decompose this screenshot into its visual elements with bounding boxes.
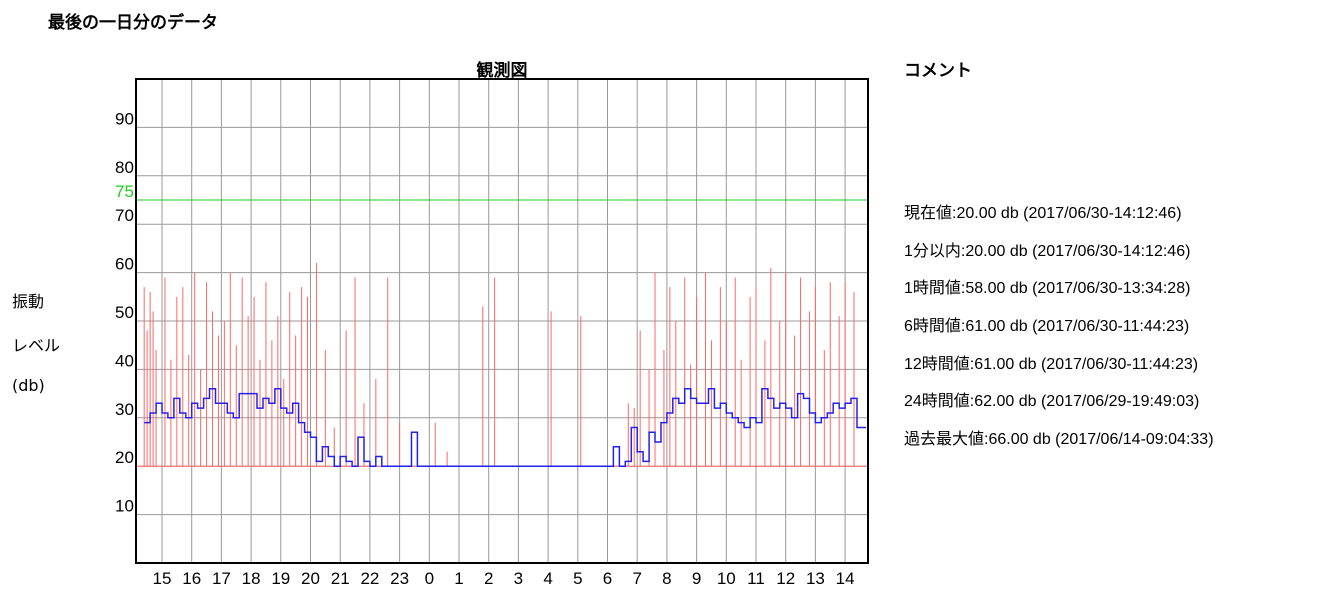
x-tick-label: 4 [543, 569, 552, 588]
twenty-four-hour-value: 24時間値:62.00 db (2017/06/29-19:49:03) [904, 393, 1200, 411]
x-tick-label: 19 [271, 569, 290, 588]
x-tick-label: 14 [836, 569, 855, 588]
x-tick-label: 22 [360, 569, 379, 588]
x-tick-label: 8 [662, 569, 671, 588]
x-tick-label: 1 [454, 569, 463, 588]
x-tick-label: 16 [182, 569, 201, 588]
y-tick-label: 90 [115, 109, 134, 128]
ylabel-line-3: (db) [12, 376, 45, 395]
twelve-hour-value: 12時間値:61.00 db (2017/06/30-11:44:23) [904, 355, 1199, 373]
comment-list: 現在値:20.00 db (2017/06/30-14:12:46) 1分以内:… [904, 202, 1214, 466]
one-minute-value: 1分以内:20.00 db (2017/06/30-14:12:46) [904, 242, 1191, 260]
ylabel-line-1: 振動 [12, 292, 45, 311]
x-tick-label: 0 [425, 569, 434, 588]
y-tick-label: 30 [115, 400, 134, 419]
y-tick-label: 20 [115, 448, 134, 467]
y-tick-label: 40 [115, 351, 134, 370]
y-tick-label: 50 [115, 303, 134, 322]
plot-frame [135, 78, 869, 564]
all-time-max-value: 過去最大値:66.00 db (2017/06/14-09:04:33) [904, 431, 1214, 449]
page-title: 最後の一日分のデータ [48, 13, 218, 33]
x-tick-label: 5 [573, 569, 582, 588]
x-tick-label: 12 [776, 569, 795, 588]
x-tick-label: 6 [603, 569, 612, 588]
current-value: 現在値:20.00 db (2017/06/30-14:12:46) [904, 205, 1182, 222]
x-tick-label: 11 [747, 569, 765, 588]
six-hour-value: 6時間値:61.00 db (2017/06/30-11:44:23) [904, 318, 1190, 336]
one-hour-value: 1時間値:58.00 db (2017/06/30-13:34:28) [904, 280, 1191, 298]
y-tick-label: 80 [115, 158, 134, 177]
chart-title: 観測図 [476, 61, 528, 81]
threshold-tick-label: 75 [115, 182, 134, 201]
y-tick-label: 10 [115, 497, 134, 516]
comment-title: コメント [904, 61, 972, 81]
ylabel-line-2: レベル [12, 336, 61, 355]
average-line [144, 388, 866, 467]
x-tick-label: 10 [717, 569, 736, 588]
x-tick-label: 13 [806, 569, 825, 588]
x-tick-label: 17 [212, 569, 231, 588]
x-tick-label: 20 [301, 569, 320, 588]
y-tick-label: 60 [115, 255, 134, 274]
x-tick-label: 2 [484, 569, 493, 588]
x-tick-label: 23 [390, 569, 409, 588]
x-tick-label: 15 [153, 569, 172, 588]
y-tick-label: 70 [115, 206, 134, 225]
x-tick-label: 9 [692, 569, 701, 588]
x-tick-label: 18 [242, 569, 261, 588]
x-tick-label: 7 [632, 569, 641, 588]
x-tick-label: 21 [331, 569, 350, 588]
x-tick-label: 3 [514, 569, 523, 588]
